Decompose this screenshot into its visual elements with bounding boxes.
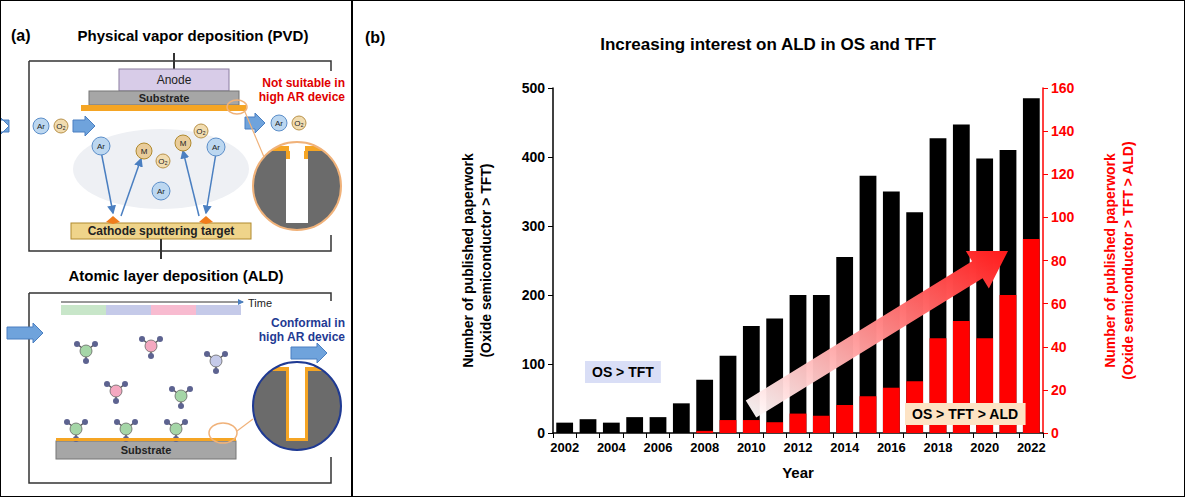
svg-text:O₂: O₂ [158, 157, 167, 166]
svg-text:(a): (a) [11, 27, 31, 44]
svg-text:2022: 2022 [1017, 440, 1046, 455]
svg-text:20: 20 [1051, 382, 1067, 398]
svg-text:2018: 2018 [924, 440, 953, 455]
svg-text:160: 160 [1051, 80, 1075, 96]
svg-text:Physical vapor deposition (PVD: Physical vapor deposition (PVD) [78, 27, 309, 44]
svg-text:high AR device: high AR device [259, 90, 346, 104]
svg-text:2008: 2008 [690, 440, 719, 455]
svg-text:120: 120 [1051, 166, 1075, 182]
svg-text:2020: 2020 [970, 440, 999, 455]
svg-text:Ar: Ar [97, 142, 105, 151]
svg-text:100: 100 [522, 356, 546, 372]
svg-text:Ar: Ar [212, 143, 220, 152]
svg-text:O₂: O₂ [196, 127, 205, 136]
svg-text:M: M [141, 147, 148, 156]
svg-text:Ar: Ar [37, 122, 45, 131]
svg-text:140: 140 [1051, 123, 1075, 139]
svg-text:2012: 2012 [784, 440, 813, 455]
svg-text:40: 40 [1051, 339, 1067, 355]
svg-text:2006: 2006 [644, 440, 673, 455]
svg-text:Ar: Ar [275, 119, 283, 128]
svg-text:O₂: O₂ [56, 122, 65, 131]
svg-text:500: 500 [522, 80, 546, 96]
svg-text:60: 60 [1051, 296, 1067, 312]
svg-text:Conformal in: Conformal in [271, 316, 345, 330]
svg-text:Number of published paperwork: Number of published paperwork [460, 153, 476, 368]
svg-text:80: 80 [1051, 253, 1067, 269]
svg-text:Substrate: Substrate [139, 92, 190, 104]
svg-text:OS > TFT: OS > TFT [592, 364, 654, 380]
svg-text:(Oxide semiconductor > TFT > A: (Oxide semiconductor > TFT > ALD) [1120, 141, 1136, 379]
svg-text:Ar: Ar [157, 187, 165, 196]
svg-text:Anode: Anode [157, 73, 192, 87]
svg-text:Cathode sputtering target: Cathode sputtering target [88, 224, 235, 238]
svg-text:300: 300 [522, 218, 546, 234]
svg-text:2014: 2014 [830, 440, 860, 455]
svg-text:100: 100 [1051, 209, 1075, 225]
svg-text:Number of published paperwork: Number of published paperwork [1102, 153, 1118, 368]
svg-text:Atomic layer deposition (ALD): Atomic layer deposition (ALD) [68, 267, 283, 284]
svg-text:Substrate: Substrate [121, 444, 172, 456]
svg-text:Time: Time [248, 297, 272, 309]
svg-text:OS > TFT > ALD: OS > TFT > ALD [912, 406, 1018, 422]
svg-text:(b): (b) [365, 29, 385, 46]
svg-text:2016: 2016 [877, 440, 906, 455]
svg-text:Not suitable in: Not suitable in [262, 76, 345, 90]
svg-text:(Oxide semiconductor > TFT): (Oxide semiconductor > TFT) [478, 163, 494, 357]
svg-text:0: 0 [537, 425, 545, 441]
svg-text:2010: 2010 [737, 440, 766, 455]
svg-text:O₂: O₂ [294, 119, 303, 128]
svg-text:0: 0 [1051, 425, 1059, 441]
svg-text:2002: 2002 [550, 440, 579, 455]
svg-text:high AR device: high AR device [259, 330, 346, 344]
svg-text:400: 400 [522, 149, 546, 165]
svg-text:M: M [180, 139, 187, 148]
svg-text:200: 200 [522, 287, 546, 303]
svg-text:2004: 2004 [597, 440, 627, 455]
svg-text:Year: Year [782, 464, 814, 481]
svg-text:Increasing interest on ALD in: Increasing interest on ALD in OS and TFT [600, 35, 936, 54]
